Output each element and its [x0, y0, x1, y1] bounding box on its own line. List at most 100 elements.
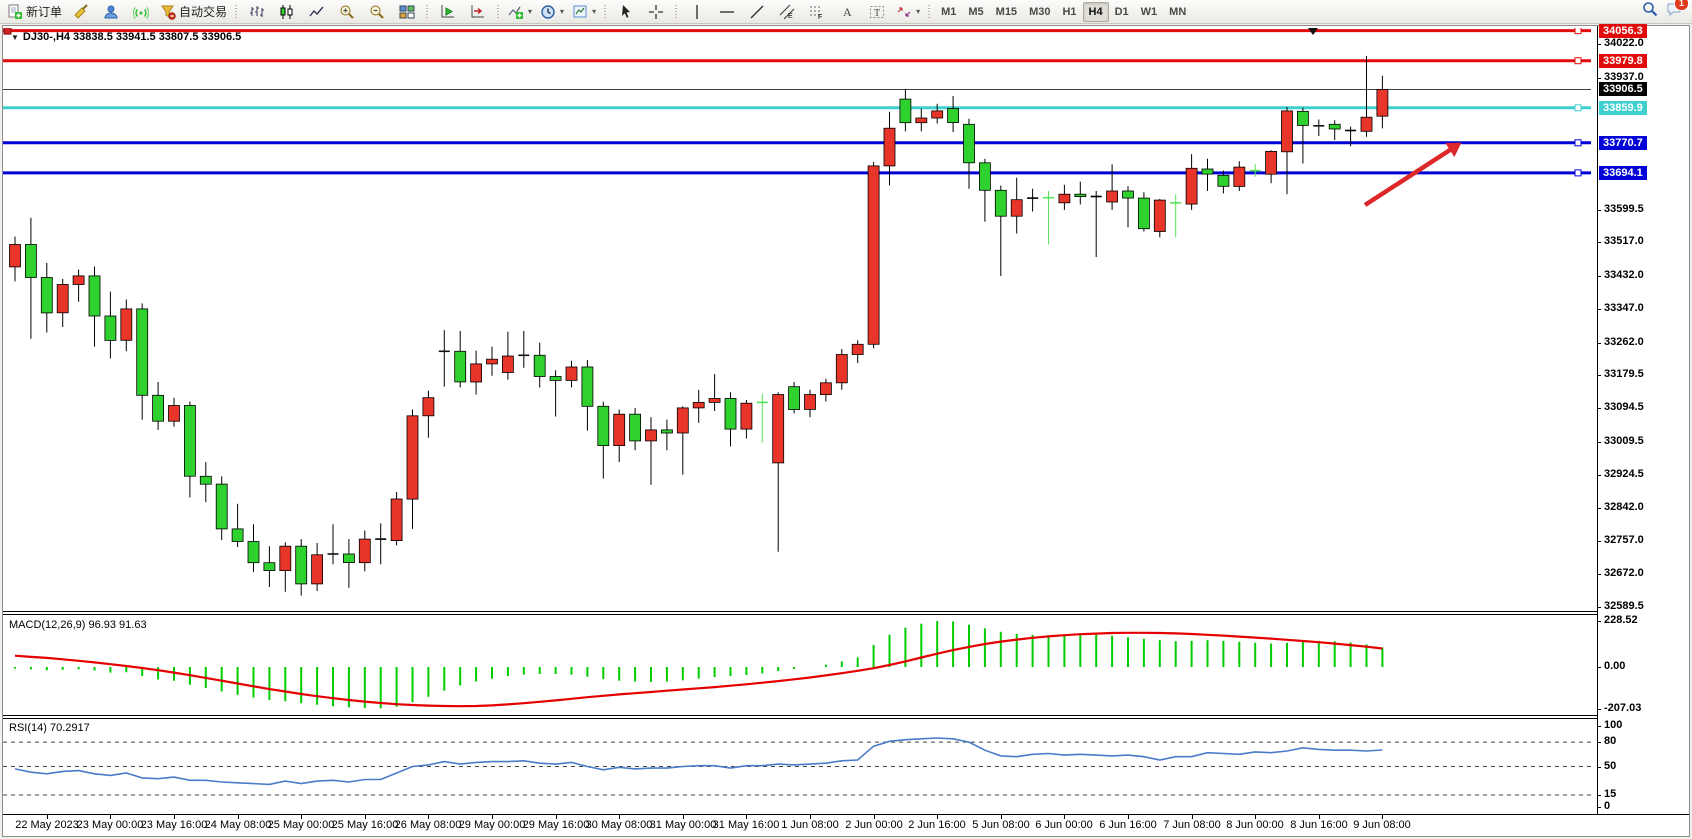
time-tick — [556, 815, 557, 819]
price-tick-label: -207.03 — [1604, 702, 1642, 714]
toolbar-right: 1 — [1642, 0, 1692, 22]
timeframe-w1-button[interactable]: W1 — [1140, 5, 1158, 18]
toolbar-separator — [424, 2, 432, 21]
vertical-line-button[interactable] — [682, 1, 712, 23]
macd-label: MACD(12,26,9) 96.93 91.63 — [9, 619, 147, 631]
toolbar-separator — [495, 2, 503, 21]
toolbar-group-chart-type — [242, 0, 422, 24]
time-tick-label: 2 Jun 16:00 — [908, 819, 966, 831]
price-tick-label: 33179.5 — [1604, 368, 1644, 380]
toolbar-group-cursor-tools — [611, 0, 671, 24]
hline-icon — [719, 4, 735, 20]
trendline-button[interactable] — [742, 1, 772, 23]
text-button[interactable]: A — [832, 1, 862, 23]
bar-chart-button[interactable] — [242, 1, 272, 23]
funnel-icon — [160, 4, 176, 20]
community-chat-button[interactable]: 1 — [1666, 0, 1689, 22]
time-tick-label: 22 May 2023 — [15, 819, 79, 831]
chevron-down-icon[interactable]: ▾ — [916, 7, 921, 16]
time-tick-label: 5 Jun 08:00 — [972, 819, 1030, 831]
chevron-down-icon[interactable]: ▾ — [528, 7, 533, 16]
line-handle — [1574, 169, 1582, 177]
indicators-button[interactable]: ▾ — [504, 1, 536, 23]
periods-button[interactable]: ▾ — [536, 1, 568, 23]
candlestick-chart-button[interactable] — [272, 1, 302, 23]
time-tick-label: 8 Jun 16:00 — [1290, 819, 1348, 831]
price-tick-label: 100 — [1604, 719, 1623, 731]
timeframe-h4-button[interactable]: H4 — [1082, 1, 1109, 22]
time-axis[interactable]: 22 May 2023 23 May 00:00 23 May 16:00 24 Ma… — [3, 814, 1689, 836]
timeframe-m5-button[interactable]: M5 — [968, 5, 984, 18]
price-level-badge: 34056.3 — [1599, 24, 1647, 38]
timeframe-h1-button[interactable]: H1 — [1062, 5, 1077, 18]
time-tick — [1192, 815, 1193, 819]
time-tick-label: 29 May 16:00 — [522, 819, 590, 831]
price-level-badge: 33770.7 — [1599, 136, 1647, 150]
price-tick-label: 15 — [1604, 788, 1617, 800]
linechart-icon — [309, 4, 325, 20]
styler-button[interactable] — [66, 1, 96, 23]
horizontal-line-button[interactable] — [712, 1, 742, 23]
time-tick — [1064, 815, 1065, 819]
pane-separator[interactable] — [3, 611, 1689, 615]
zoom-out-button[interactable] — [362, 1, 392, 23]
price-tick-label: 33262.0 — [1604, 336, 1644, 348]
timeframe-m15-button[interactable]: M15 — [995, 5, 1018, 18]
timeframe-m30-button[interactable]: M30 — [1029, 5, 1051, 18]
toolbar-group-draw-tools: E F A T ▾ — [682, 0, 924, 24]
pane-separator[interactable] — [3, 715, 1689, 719]
axis-tick — [1597, 807, 1601, 808]
search-icon[interactable] — [1642, 1, 1658, 22]
chart-window[interactable]: ▼ DJ30-,H4 33838.5 33941.5 33807.5 33906.… — [2, 24, 1690, 837]
rsi-pane[interactable] — [3, 719, 1597, 814]
templates-button[interactable]: ▾ — [568, 1, 600, 23]
chevron-down-icon[interactable]: ▾ — [592, 7, 597, 16]
new-order-button[interactable]: 新订单 — [3, 1, 66, 23]
price-pane[interactable] — [3, 28, 1597, 611]
arrows-button[interactable]: ▾ — [892, 1, 924, 23]
crosshair-button[interactable] — [641, 1, 671, 23]
template-icon — [572, 4, 588, 20]
timeframe-d1-button[interactable]: D1 — [1114, 5, 1129, 18]
zoomout-icon — [369, 4, 385, 20]
auto-trading-button[interactable]: 自动交易 — [156, 1, 231, 23]
arrows-icon — [896, 4, 912, 20]
time-tick-label: 30 May 08:00 — [585, 819, 653, 831]
rsi-chart[interactable] — [3, 719, 1597, 814]
price-tick-label: 32757.0 — [1604, 534, 1644, 546]
time-tick — [810, 815, 811, 819]
price-level-badge: 33906.5 — [1599, 82, 1647, 96]
cursor-button[interactable] — [611, 1, 641, 23]
fibonacci-button[interactable]: F — [802, 1, 832, 23]
timeframe-mn-button[interactable]: MN — [1169, 5, 1187, 18]
signals-button[interactable] — [126, 1, 156, 23]
price-level-badge: 33694.1 — [1599, 166, 1647, 180]
axis-tick — [1597, 442, 1601, 443]
broom-icon — [73, 3, 89, 20]
price-scale[interactable]: 34022.0 33937.0 33599.5 33517.0 33432.0 33347… — [1597, 24, 1689, 814]
line-chart-button[interactable] — [302, 1, 332, 23]
signal-icon — [133, 4, 150, 20]
text-label-button[interactable]: T — [862, 1, 892, 23]
macd-pane[interactable] — [3, 615, 1597, 715]
chart-shift-button[interactable] — [463, 1, 493, 23]
candlestick-chart[interactable] — [3, 28, 1597, 611]
equidistant-channel-button[interactable]: E — [772, 1, 802, 23]
axis-tick — [1597, 276, 1601, 277]
tile-windows-button[interactable] — [392, 1, 422, 23]
price-tick-label: 33599.5 — [1604, 203, 1644, 215]
time-tick — [619, 815, 620, 819]
axis-tick — [1597, 607, 1601, 608]
macd-chart[interactable] — [3, 615, 1597, 715]
profile-button[interactable] — [96, 1, 126, 23]
chevron-down-icon[interactable]: ▼ — [11, 33, 19, 42]
time-tick-label: 25 May 16:00 — [331, 819, 399, 831]
timeframe-m1-button[interactable]: M1 — [941, 5, 957, 18]
auto-scroll-button[interactable] — [433, 1, 463, 23]
zoom-in-button[interactable] — [332, 1, 362, 23]
cursor-icon — [618, 4, 634, 20]
chevron-down-icon[interactable]: ▾ — [560, 7, 565, 16]
price-tick-label: 228.52 — [1604, 614, 1638, 626]
axis-tick — [1597, 709, 1601, 710]
